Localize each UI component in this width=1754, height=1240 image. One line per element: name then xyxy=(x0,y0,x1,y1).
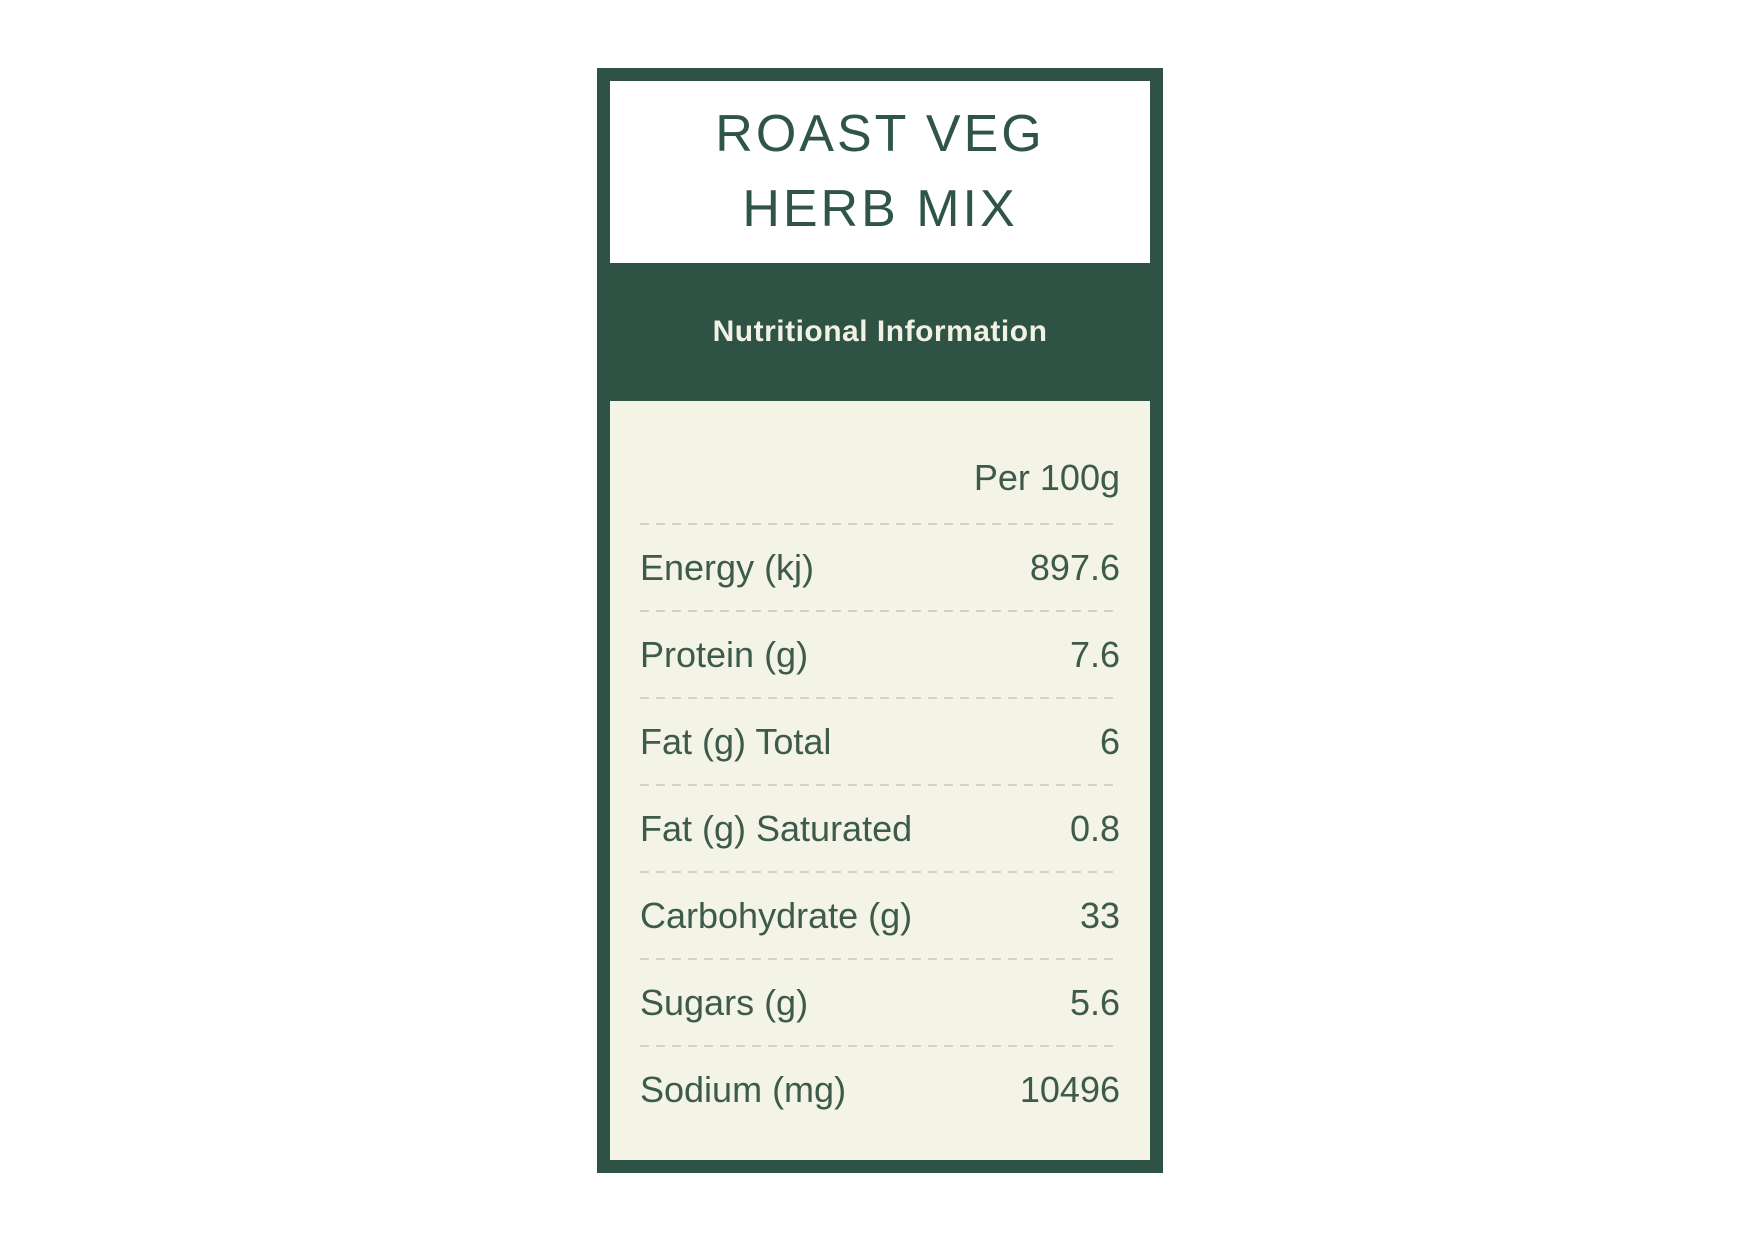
column-header-per-100g: Per 100g xyxy=(973,457,1120,498)
row-divider xyxy=(640,610,1120,612)
nutrition-row-fat-saturated: Fat (g) Saturated 0.8 xyxy=(640,786,1120,871)
nutrition-label-card: ROAST VEG HERB MIX Nutritional Informati… xyxy=(597,68,1163,1173)
row-divider xyxy=(640,871,1120,873)
product-title-line1: ROAST VEG xyxy=(715,105,1045,163)
product-title: ROAST VEG HERB MIX xyxy=(610,81,1150,263)
nutrient-value: 5.6 xyxy=(1069,981,1120,1023)
nutrient-name: Fat (g) Saturated xyxy=(640,807,913,849)
nutrient-value: 7.6 xyxy=(1069,633,1120,675)
row-divider xyxy=(640,1045,1120,1047)
nutrient-name: Sodium (mg) xyxy=(640,1068,847,1110)
nutrition-row-fat-total: Fat (g) Total 6 xyxy=(640,699,1120,784)
nutrient-name: Fat (g) Total xyxy=(640,720,832,762)
nutrition-row-sodium: Sodium (mg) 10496 xyxy=(640,1047,1120,1132)
table-header-row: Per 100g xyxy=(640,401,1120,523)
nutrition-row-carbohydrate: Carbohydrate (g) 33 xyxy=(640,873,1120,958)
nutrient-name: Carbohydrate (g) xyxy=(640,894,913,936)
nutrient-value: 10496 xyxy=(1019,1068,1120,1110)
row-divider xyxy=(640,697,1120,699)
nutrient-value: 897.6 xyxy=(1029,546,1120,588)
row-divider xyxy=(640,958,1120,960)
nutrition-row-protein: Protein (g) 7.6 xyxy=(640,612,1120,697)
nutrient-value: 6 xyxy=(1099,720,1120,762)
section-heading-band: Nutritional Information xyxy=(610,263,1150,401)
nutrition-table: Per 100g Energy (kj) 897.6 Protein (g) 7… xyxy=(610,401,1150,1160)
nutrient-value: 33 xyxy=(1079,894,1120,936)
nutrient-name: Protein (g) xyxy=(640,633,809,675)
row-divider xyxy=(640,523,1120,525)
nutrient-value: 0.8 xyxy=(1069,807,1120,849)
product-title-line2: HERB MIX xyxy=(742,180,1018,238)
nutrient-name: Energy (kj) xyxy=(640,546,815,588)
section-heading-text: Nutritional Information xyxy=(712,315,1048,348)
nutrition-row-sugars: Sugars (g) 5.6 xyxy=(640,960,1120,1045)
row-divider xyxy=(640,784,1120,786)
nutrient-name: Sugars (g) xyxy=(640,981,809,1023)
nutrition-row-energy: Energy (kj) 897.6 xyxy=(640,525,1120,610)
